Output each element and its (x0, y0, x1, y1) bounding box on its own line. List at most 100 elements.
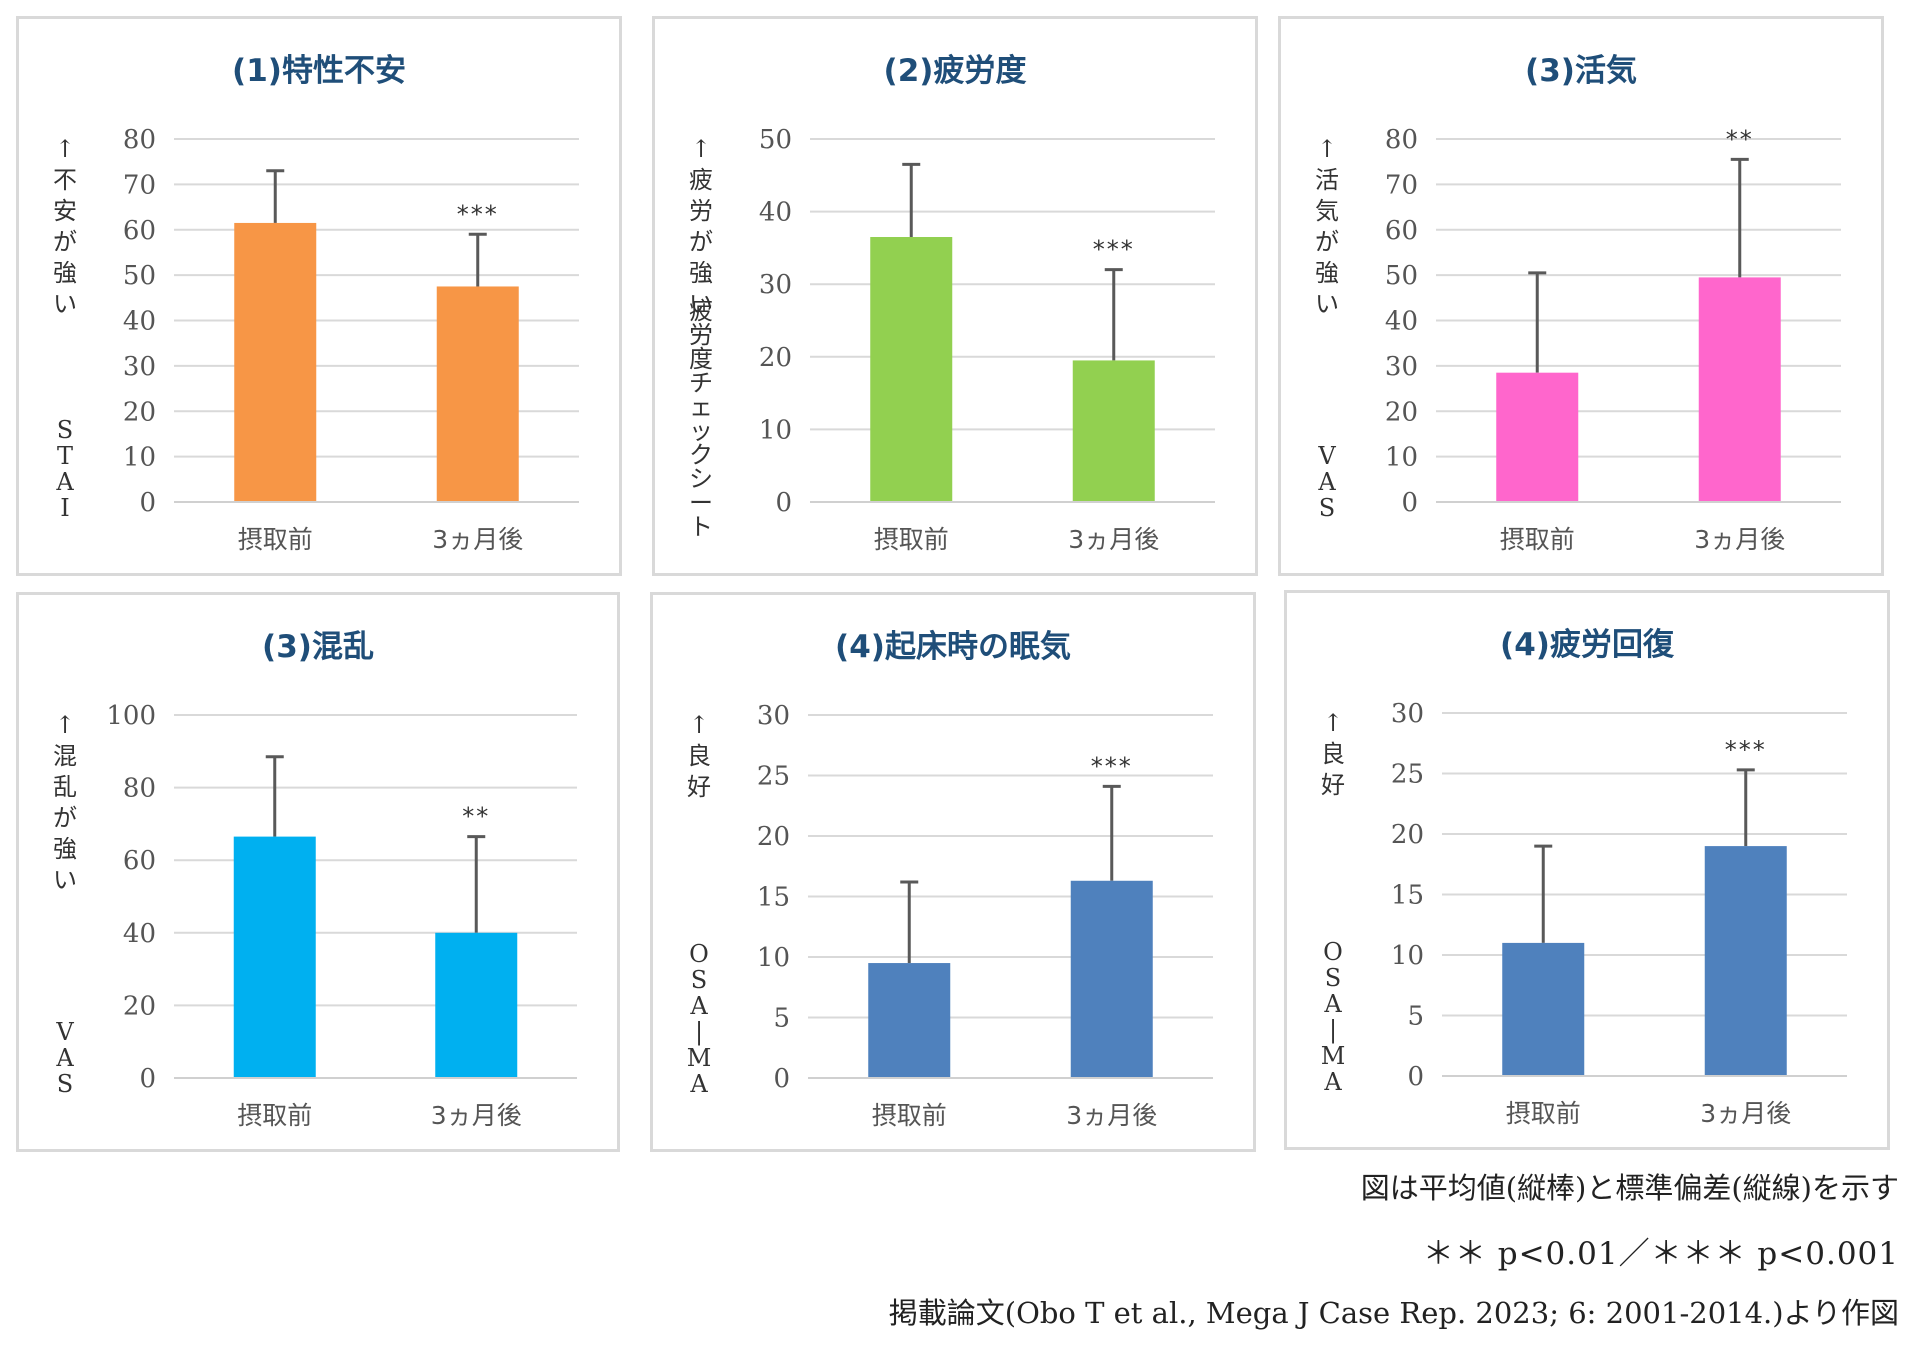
y-tick-label: 30 (1391, 699, 1424, 729)
y-tick-label: 60 (123, 216, 156, 246)
bar-chart: (4)起床時の眠気 0 5 10 15 20 25 30 ↑良好 O S A | M A 摂取前 *** 3ヵ月後 (687, 629, 1213, 1130)
y-tick-label: 20 (757, 822, 790, 852)
y-axis-label-bottom: 疲労度チェックシート (689, 297, 713, 541)
bar (233, 836, 316, 1078)
y-tick-label: 0 (139, 488, 156, 518)
y-tick-label: 0 (1401, 488, 1418, 518)
y-tick-label: 30 (1385, 352, 1418, 382)
bar (1502, 942, 1585, 1076)
significance-marker: *** (1725, 736, 1767, 764)
significance-marker: *** (1091, 752, 1133, 780)
y-tick-label: 0 (775, 488, 792, 518)
y-tick-label: 80 (123, 125, 156, 155)
y-tick-label: 50 (123, 261, 156, 291)
y-tick-label: 70 (123, 170, 156, 200)
y-axis-label-bottom: O S A | M A (687, 940, 712, 1098)
bar (1496, 372, 1579, 502)
legend-note-mean-sd: 図は平均値(縦棒)と標準偏差(縦線)を示す (1360, 1171, 1899, 1205)
y-axis-label-top: ↑良好 (1321, 709, 1345, 799)
y-tick-label: 25 (1391, 760, 1424, 790)
y-tick-label: 50 (759, 125, 792, 155)
y-tick-label: 20 (123, 397, 156, 427)
y-tick-label: 30 (759, 270, 792, 300)
x-category-label: 3ヵ月後 (1694, 525, 1785, 554)
bar-chart: (4)疲労回復 0 5 10 15 20 25 30 ↑良好 O S A | M A 摂取前 *** 3ヵ月後 (1321, 627, 1847, 1128)
y-tick-label: 10 (1391, 941, 1424, 971)
y-tick-label: 5 (1407, 1002, 1424, 1032)
y-tick-label: 25 (757, 762, 790, 792)
y-tick-label: 30 (123, 352, 156, 382)
source-note: 掲載論文(Obo T et al., Mega J Case Rep. 2023… (888, 1296, 1899, 1330)
x-category-label: 3ヵ月後 (1066, 1101, 1157, 1130)
y-tick-label: 15 (757, 883, 790, 913)
chart-panel-1: (1)特性不安 0 10 20 30 40 50 60 70 80 ↑不安が強い S T A I 摂取前 ***… (16, 16, 622, 576)
chart-panel-4: (3)混乱 0 20 40 60 80 100 ↑混乱が強い V A S 摂取前 ** 3ヵ月後 (16, 592, 620, 1152)
bar (234, 222, 317, 502)
y-tick-label: 80 (123, 774, 156, 804)
bar (436, 286, 519, 502)
chart-panel-2: (2)疲労度 0 10 20 30 40 50 ↑疲労が強い 疲労度チェックシート 摂取前 *** 3… (652, 16, 1258, 576)
bar (435, 932, 518, 1078)
y-axis-label-top: ↑混乱が強い (53, 711, 77, 894)
bar (1070, 880, 1153, 1078)
chart-title: (2)疲労度 (884, 53, 1027, 89)
chart-panel-5: (4)起床時の眠気 0 5 10 15 20 25 30 ↑良好 O S A | M A 摂取前 *** 3ヵ月後 (650, 592, 1256, 1152)
legend-note-pvalues: ＊＊ p<0.01／＊＊＊ p<0.001 (1422, 1236, 1899, 1272)
x-category-label: 3ヵ月後 (432, 525, 523, 554)
bar (1072, 360, 1155, 502)
y-tick-label: 20 (1391, 820, 1424, 850)
y-tick-label: 100 (106, 701, 156, 731)
bar-chart: (1)特性不安 0 10 20 30 40 50 60 70 80 ↑不安が強い S T A I 摂取前 ***… (53, 53, 579, 554)
x-category-label: 3ヵ月後 (431, 1101, 522, 1130)
chart-panel-3: (3)活気 0 10 20 30 40 50 60 70 80 ↑活気が強い V A S 摂取前 ** 3ヵ月後 (1278, 16, 1884, 576)
x-category-label: 摂取前 (1506, 1099, 1581, 1128)
y-axis-label-top: ↑不安が強い (53, 135, 77, 318)
y-axis-label-bottom: O S A | M A (1321, 938, 1346, 1096)
y-tick-label: 30 (757, 701, 790, 731)
bar (868, 963, 951, 1078)
chart-panel-6: (4)疲労回復 0 5 10 15 20 25 30 ↑良好 O S A | M A 摂取前 *** 3ヵ月後 (1284, 590, 1890, 1150)
y-tick-label: 40 (759, 198, 792, 228)
y-tick-label: 40 (1385, 307, 1418, 337)
significance-marker: *** (457, 200, 499, 228)
chart-title: (3)混乱 (262, 629, 374, 665)
y-tick-label: 0 (139, 1064, 156, 1094)
bar (870, 237, 953, 502)
y-tick-label: 10 (123, 443, 156, 473)
chart-title: (3)活気 (1525, 53, 1637, 89)
y-tick-label: 0 (773, 1064, 790, 1094)
x-category-label: 3ヵ月後 (1068, 525, 1159, 554)
y-tick-label: 15 (1391, 881, 1424, 911)
chart-title: (4)起床時の眠気 (835, 629, 1071, 665)
y-tick-label: 10 (1385, 443, 1418, 473)
y-tick-label: 10 (759, 415, 792, 445)
y-tick-label: 50 (1385, 261, 1418, 291)
y-tick-label: 40 (123, 307, 156, 337)
y-axis-label-top: ↑活気が強い (1315, 135, 1339, 318)
y-tick-label: 20 (123, 991, 156, 1021)
chart-title: (1)特性不安 (232, 53, 406, 89)
x-category-label: 摂取前 (237, 1101, 312, 1130)
y-tick-label: 10 (757, 943, 790, 973)
x-category-label: 3ヵ月後 (1700, 1099, 1791, 1128)
y-tick-label: 60 (1385, 216, 1418, 246)
significance-marker: *** (1093, 236, 1135, 264)
bar-chart: (3)活気 0 10 20 30 40 50 60 70 80 ↑活気が強い V A S 摂取前 ** 3ヵ月後 (1315, 53, 1841, 554)
y-axis-label-top: ↑疲労が強い (689, 135, 713, 318)
bar (1698, 277, 1781, 502)
x-category-label: 摂取前 (1500, 525, 1575, 554)
y-tick-label: 60 (123, 846, 156, 876)
chart-title: (4)疲労回復 (1500, 627, 1675, 663)
x-category-label: 摂取前 (874, 525, 949, 554)
y-tick-label: 5 (773, 1004, 790, 1034)
y-tick-label: 40 (123, 919, 156, 949)
bar (1704, 846, 1787, 1076)
y-tick-label: 0 (1407, 1062, 1424, 1092)
bar-chart: (3)混乱 0 20 40 60 80 100 ↑混乱が強い V A S 摂取前 ** 3ヵ月後 (53, 629, 577, 1130)
significance-marker: ** (462, 803, 490, 831)
y-tick-label: 80 (1385, 125, 1418, 155)
